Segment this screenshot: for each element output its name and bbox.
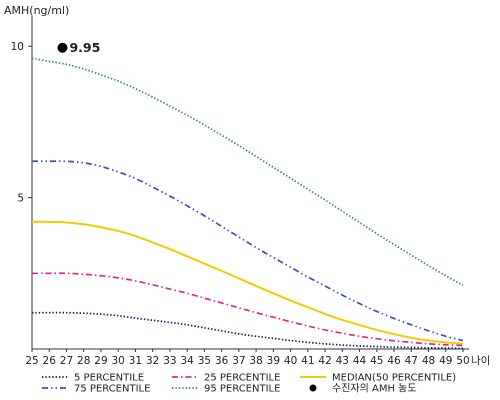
x-tick-label: 29 [94, 355, 107, 367]
x-tick-label: 38 [249, 355, 262, 367]
x-tick-label: 45 [370, 355, 383, 367]
x-tick-label: 44 [353, 355, 367, 367]
x-tick-label: 48 [422, 355, 435, 367]
legend-label: 75 PERCENTILE [74, 384, 150, 395]
legend: 5 PERCENTILE 25 PERCENTILE MEDIAN(50 PERCE… [42, 373, 456, 395]
series-line-5 [31, 57, 464, 287]
x-tick-label: 40 [284, 355, 297, 367]
patient-amh-value-label: 9.95 [69, 40, 100, 55]
x-tick-label: 47 [405, 355, 418, 367]
x-tick-label: 36 [215, 355, 229, 367]
y-tick-label: 5 [17, 193, 24, 205]
y-axis-label: AMH(ng/ml) [4, 4, 69, 17]
patient-amh-point [57, 42, 68, 53]
series-line-4 [32, 160, 464, 342]
x-tick-label: 25 [25, 355, 38, 367]
legend-label: 수진자의 AMH 농도 [332, 383, 417, 395]
x-tick-label: 41 [301, 355, 314, 367]
x-tick-label: 27 [60, 355, 73, 367]
x-tick-label: 42 [318, 355, 331, 367]
axes: 5 10 25 26 27 28 29 30 31 32 33 34 35 36 37 38 39 40 41 42 4… [11, 16, 470, 367]
x-tick-label: 39 [267, 355, 280, 367]
x-tick-label: 35 [198, 355, 211, 367]
legend-label: 25 PERCENTILE [204, 373, 280, 384]
x-tick-label: 33 [163, 355, 176, 367]
x-tick-label: 43 [336, 355, 349, 367]
series-line-2 [31, 272, 464, 347]
x-tick-label: 26 [43, 355, 57, 367]
legend-label: MEDIAN(50 PERCENTILE) [332, 373, 456, 384]
series-line-1 [32, 311, 464, 350]
legend-label: 5 PERCENTILE [74, 373, 144, 384]
x-tick-label: 34 [180, 355, 194, 367]
legend-patient-marker [309, 384, 317, 392]
x-tick-label: 46 [387, 355, 401, 367]
x-tick-label: 50 [456, 355, 469, 367]
x-tick-label: 28 [77, 355, 90, 367]
x-tick-label: 37 [232, 355, 245, 367]
legend-label: 95 PERCENTILE [204, 384, 280, 395]
series-lines [31, 57, 464, 350]
x-tick-label: 49 [439, 355, 452, 367]
x-tick-label: 30 [112, 355, 125, 367]
series-line-3 [31, 220, 464, 345]
x-tick-label: 31 [129, 355, 142, 367]
x-axis-label: 나이 [471, 355, 490, 367]
patient-marker-group: 9.95 [57, 40, 100, 55]
x-tick-label: 32 [146, 355, 159, 367]
y-tick-label: 10 [11, 41, 24, 53]
